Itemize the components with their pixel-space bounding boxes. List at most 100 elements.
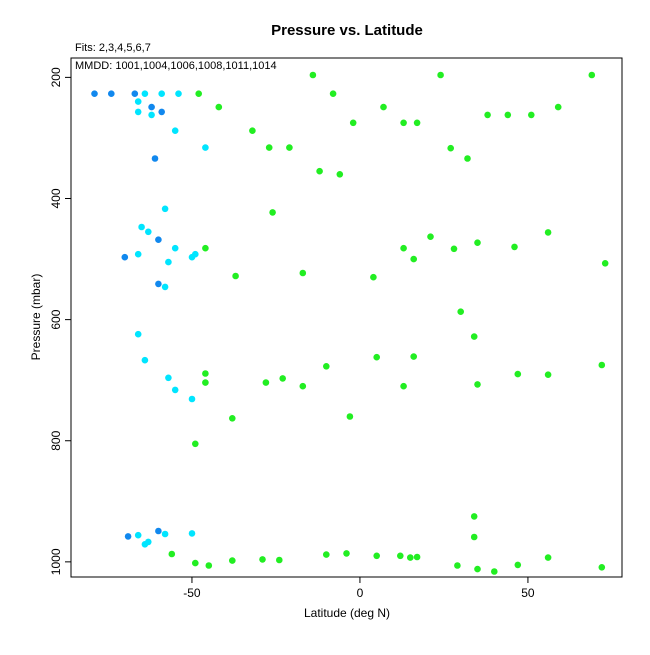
data-point	[205, 562, 213, 569]
data-point	[457, 308, 465, 316]
data-point	[134, 531, 142, 539]
data-point	[309, 71, 317, 79]
data-point	[474, 381, 481, 388]
data-point	[188, 395, 196, 403]
data-point	[124, 533, 132, 540]
data-point	[158, 90, 165, 97]
data-point	[202, 144, 209, 151]
data-point	[528, 111, 535, 119]
data-point	[329, 90, 337, 97]
data-point	[202, 379, 209, 386]
data-point	[134, 330, 142, 338]
data-point	[474, 565, 481, 573]
data-point	[504, 111, 512, 119]
y-tick-label: 800	[49, 430, 63, 450]
data-point	[437, 71, 444, 79]
data-point	[400, 382, 407, 390]
x-axis: -50 0 50	[183, 577, 535, 600]
data-point	[316, 167, 323, 175]
data-point	[470, 333, 478, 340]
data-point	[202, 370, 209, 377]
data-point	[158, 108, 165, 116]
y-axis-label: Pressure (mbar)	[29, 274, 43, 361]
data-point	[413, 119, 421, 127]
data-point	[249, 127, 256, 134]
data-point	[544, 229, 552, 236]
data-point	[175, 90, 182, 97]
data-point	[598, 564, 606, 571]
x-tick-label: -50	[183, 586, 201, 600]
data-point	[138, 223, 145, 231]
data-point	[215, 103, 223, 111]
data-point	[192, 250, 199, 258]
data-point	[161, 283, 169, 291]
data-point	[447, 144, 455, 152]
y-tick-label: 600	[49, 309, 63, 329]
chart-subtitle-mmdd: MMDD: 1001,1004,1006,1008,1011,1014	[75, 60, 277, 72]
data-point	[192, 440, 199, 448]
data-point	[229, 415, 236, 422]
data-point	[262, 379, 270, 386]
plot-frame	[70, 57, 623, 578]
data-point	[265, 144, 273, 151]
data-point	[165, 258, 172, 266]
data-point	[141, 90, 149, 97]
data-point	[229, 557, 236, 564]
data-point	[171, 127, 179, 134]
x-tick-label: 0	[357, 586, 364, 600]
data-point	[349, 119, 357, 127]
data-point	[269, 209, 276, 216]
data-point	[427, 233, 434, 240]
data-point	[299, 382, 307, 390]
data-point	[410, 353, 418, 360]
data-point	[161, 530, 169, 538]
data-point	[148, 103, 155, 111]
data-point	[155, 280, 162, 288]
y-tick-label: 1000	[49, 548, 63, 575]
data-point	[373, 353, 381, 361]
data-point	[598, 361, 606, 369]
data-point	[171, 386, 179, 394]
data-point	[544, 371, 552, 379]
x-axis-label: Latitude (deg N)	[304, 606, 390, 620]
y-tick-label: 200	[49, 67, 63, 87]
data-point	[145, 538, 152, 546]
data-point	[336, 171, 344, 178]
data-point	[151, 155, 159, 162]
data-point	[259, 556, 266, 563]
data-point	[155, 236, 162, 243]
data-point	[286, 144, 293, 151]
chart-title: Pressure vs. Latitude	[271, 22, 423, 39]
data-point	[121, 253, 129, 261]
data-point	[232, 272, 239, 280]
data-point	[134, 250, 142, 258]
data-point	[131, 90, 139, 97]
data-point	[400, 119, 407, 127]
data-point	[323, 363, 330, 370]
data-point	[346, 413, 354, 420]
data-point	[410, 255, 418, 263]
data-point	[145, 228, 152, 236]
data-point	[155, 527, 162, 535]
data-point	[474, 239, 481, 246]
data-point	[279, 375, 287, 382]
data-point	[544, 554, 552, 561]
data-point	[165, 374, 172, 382]
data-point	[407, 554, 414, 561]
y-tick-label: 400	[49, 188, 63, 208]
data-point	[470, 533, 478, 541]
data-point	[413, 553, 421, 561]
data-point	[397, 552, 404, 560]
x-tick-label: 50	[521, 586, 535, 600]
data-point	[554, 103, 562, 111]
data-point	[148, 111, 155, 119]
data-point	[108, 90, 115, 97]
data-point	[464, 155, 471, 162]
chart-subtitle-fits: Fits: 2,3,4,5,6,7	[75, 42, 151, 54]
data-point	[161, 205, 169, 213]
data-point	[134, 108, 142, 116]
data-point	[168, 550, 176, 558]
data-point	[514, 561, 522, 569]
